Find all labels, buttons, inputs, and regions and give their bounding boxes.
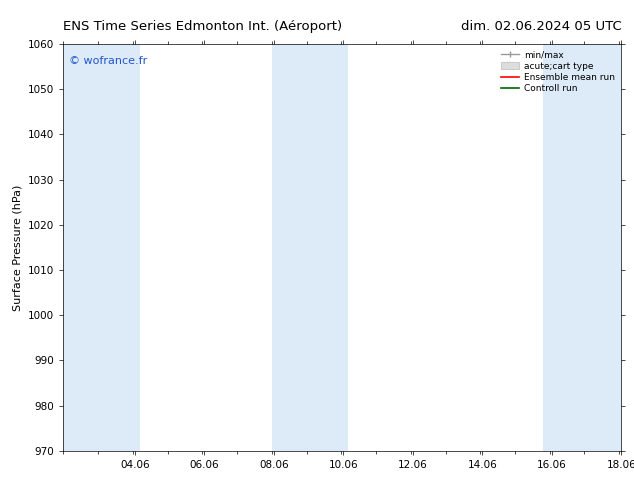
Text: © wofrance.fr: © wofrance.fr <box>69 56 147 66</box>
Legend: min/max, acute;cart type, Ensemble mean run, Controll run: min/max, acute;cart type, Ensemble mean … <box>500 49 617 95</box>
Y-axis label: Surface Pressure (hPa): Surface Pressure (hPa) <box>13 184 23 311</box>
Text: dim. 02.06.2024 05 UTC: dim. 02.06.2024 05 UTC <box>460 20 621 33</box>
Text: ENS Time Series Edmonton Int. (Aéroport): ENS Time Series Edmonton Int. (Aéroport) <box>63 20 342 33</box>
Bar <box>272 44 348 451</box>
Bar <box>63 44 140 451</box>
Bar <box>543 44 621 451</box>
